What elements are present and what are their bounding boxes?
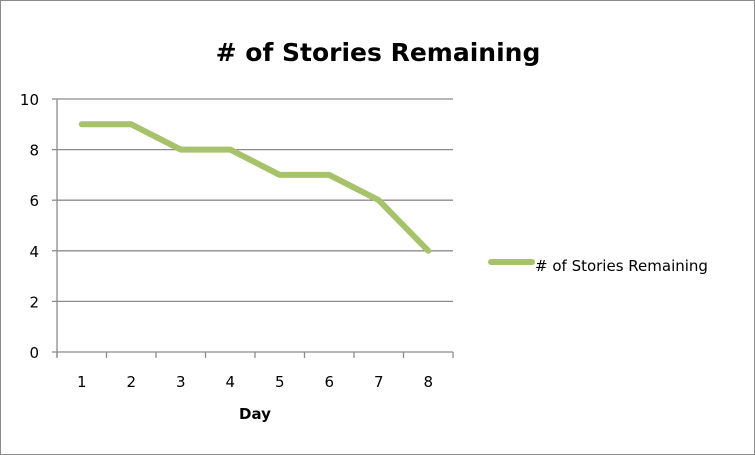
y-tick-label: 10: [20, 91, 39, 109]
legend: # of Stories Remaining: [488, 257, 708, 275]
x-axis-label: Day: [239, 405, 271, 423]
x-tick-label: 8: [423, 373, 433, 391]
y-tick-label: 8: [29, 142, 39, 160]
y-tick-label: 0: [29, 344, 39, 362]
x-tick-label: 3: [176, 373, 186, 391]
x-tick-label: 2: [126, 373, 136, 391]
axes: [52, 98, 454, 358]
gridlines: [57, 98, 453, 303]
x-tick-label: 6: [324, 373, 334, 391]
series-layer: [78, 121, 432, 254]
legend-label: # of Stories Remaining: [535, 257, 708, 275]
x-tick-label: 7: [374, 373, 384, 391]
chart-title: # of Stories Remaining: [216, 38, 541, 67]
series-line: [78, 121, 432, 254]
y-tick-label: 6: [29, 192, 39, 210]
x-tick-label: 4: [225, 373, 235, 391]
x-tick-label: 1: [77, 373, 87, 391]
x-tick-label: 5: [275, 373, 285, 391]
y-tick-label: 2: [29, 293, 39, 311]
x-tick-labels: 1 2 3 4 5 6 7 8: [77, 373, 433, 391]
y-tick-label: 4: [29, 243, 39, 261]
y-tick-labels: 0 2 4 6 8 10: [20, 91, 39, 362]
